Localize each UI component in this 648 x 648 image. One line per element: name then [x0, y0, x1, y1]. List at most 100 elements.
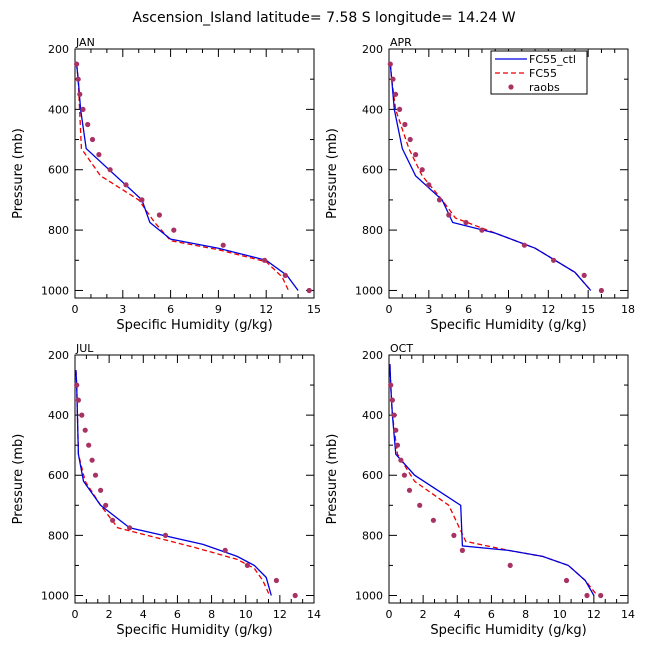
y-axis-label: Pressure (mb)	[11, 128, 26, 219]
x-tick-label: 3	[119, 303, 126, 316]
x-tick-label: 4	[454, 608, 461, 621]
x-tick-label: 12	[273, 608, 287, 621]
raobs-point	[436, 197, 443, 203]
plot-frame	[74, 48, 315, 299]
raobs-point	[479, 227, 485, 233]
x-tick-label: 14	[307, 608, 321, 621]
y-tick-label: 800	[362, 224, 383, 237]
panel-label: APR	[390, 36, 412, 49]
raobs-point	[463, 219, 469, 226]
raobs-point	[262, 257, 268, 263]
raobs-point	[156, 212, 162, 218]
raobs-point	[402, 121, 408, 128]
x-axis-label: Specific Humidity (g/kg)	[116, 623, 272, 638]
x-tick-label: 8	[208, 608, 215, 621]
plot-frame	[388, 354, 629, 604]
raobs-point	[419, 167, 425, 173]
x-axis-label: Specific Humidity (g/kg)	[116, 318, 272, 333]
x-axis-label: Specific Humidity (g/kg)	[430, 623, 586, 638]
raobs-point	[306, 287, 312, 294]
y-tick-label: 1000	[355, 284, 383, 297]
raobs-point	[139, 197, 145, 203]
panel-oct: OCT 0 2 4 6 8 10 12 14 200 400 600 800 1000 Specific H…	[325, 342, 635, 638]
y-tick-label: 400	[362, 409, 383, 422]
raobs-point	[551, 257, 557, 263]
legend-raobs-swatch	[508, 84, 514, 90]
plot-frame	[74, 354, 315, 604]
x-tick-label: 12	[541, 303, 555, 316]
y-tick-label: 1000	[41, 284, 69, 297]
y-tick-label: 600	[48, 164, 69, 177]
raobs-point	[391, 412, 397, 418]
panel-label: OCT	[390, 342, 413, 355]
raobs-point	[92, 472, 99, 478]
y-tick-label: 800	[362, 529, 383, 542]
panel-label: JUL	[75, 342, 94, 355]
x-tick-label: 10	[553, 608, 567, 621]
y-tick-label: 600	[362, 164, 383, 177]
raobs-point	[222, 547, 228, 554]
raobs-point	[413, 152, 419, 158]
legend-fc55-label: FC55	[529, 67, 557, 80]
x-tick-label: 6	[174, 608, 181, 621]
raobs-point	[393, 427, 399, 433]
y-tick-label: 400	[48, 103, 69, 116]
y-tick-label: 800	[48, 224, 69, 237]
y-axis-label: Pressure (mb)	[11, 434, 26, 525]
raobs-point	[584, 592, 590, 599]
figure-title: Ascension_Island latitude= 7.58 S longit…	[132, 10, 515, 26]
raobs-point	[96, 152, 102, 158]
x-tick-label: 0	[386, 608, 393, 621]
raobs-point	[390, 76, 396, 82]
raobs-point	[507, 562, 513, 569]
y-axis-label: Pressure (mb)	[325, 434, 340, 525]
x-tick-label: 15	[581, 303, 595, 316]
y-tick-label: 600	[48, 469, 69, 482]
raobs-point	[393, 91, 399, 97]
x-tick-label: 8	[522, 608, 529, 621]
raobs-point	[107, 167, 113, 173]
raobs-point	[581, 272, 587, 278]
raobs-point	[77, 91, 83, 97]
raobs-point	[74, 382, 80, 388]
raobs-point	[127, 525, 133, 531]
raobs-point	[407, 136, 413, 143]
raobs-point	[171, 227, 177, 233]
x-tick-label: 2	[420, 608, 427, 621]
y-tick-label: 1000	[41, 589, 69, 602]
y-tick-label: 200	[48, 349, 69, 362]
raobs-point	[598, 287, 605, 294]
x-tick-label: 9	[505, 303, 512, 316]
x-tick-label: 18	[621, 303, 635, 316]
raobs-point	[521, 242, 528, 248]
raobs-point	[85, 121, 91, 128]
y-tick-label: 200	[48, 43, 69, 56]
raobs-point	[86, 442, 92, 448]
raobs-point	[75, 76, 81, 82]
y-tick-label: 1000	[355, 589, 383, 602]
raobs-point	[387, 61, 393, 67]
raobs-point	[426, 182, 432, 188]
x-tick-label: 14	[621, 608, 635, 621]
series-fc55-line	[75, 64, 290, 291]
x-tick-label: 6	[465, 303, 472, 316]
x-tick-label: 6	[167, 303, 174, 316]
raobs-point	[401, 472, 407, 478]
raobs-point	[406, 487, 413, 493]
x-tick-label: 6	[488, 608, 495, 621]
y-axis-label: Pressure (mb)	[325, 128, 340, 219]
y-tick-label: 400	[362, 103, 383, 116]
series-fc55-line	[75, 369, 271, 596]
raobs-point	[459, 547, 465, 554]
x-tick-label: 0	[72, 303, 79, 316]
raobs-point	[282, 272, 288, 278]
x-tick-label: 12	[259, 303, 273, 316]
y-tick-label: 200	[362, 349, 383, 362]
y-tick-label: 200	[362, 43, 383, 56]
x-tick-label: 9	[215, 303, 222, 316]
raobs-point	[398, 457, 404, 463]
raobs-point	[244, 562, 250, 569]
